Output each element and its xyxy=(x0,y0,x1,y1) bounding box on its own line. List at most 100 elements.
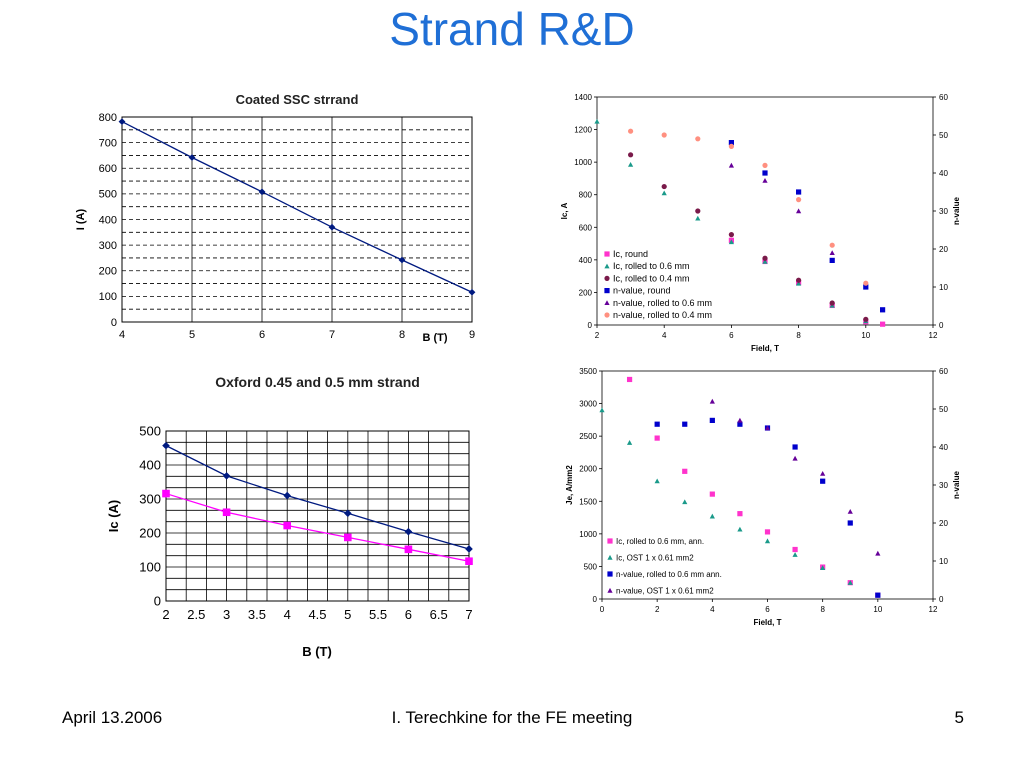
series-6-point xyxy=(796,197,802,203)
legend-entry: n-value, round xyxy=(613,286,671,296)
legend-entry: n-value, OST 1 x 0.61 mm2 xyxy=(616,587,714,596)
series-2-point xyxy=(682,499,688,505)
x-tick-label: 4 xyxy=(710,605,715,614)
series-5-point xyxy=(796,208,802,214)
series-4-point xyxy=(829,257,835,263)
y-axis-label: Je, A/mm2 xyxy=(565,465,574,505)
series-6-point xyxy=(762,162,768,168)
y-tick-label: 1400 xyxy=(574,93,592,102)
series-3-point xyxy=(863,316,869,322)
y-tick-label: 1000 xyxy=(574,158,592,167)
x-tick-label: 6 xyxy=(259,329,265,341)
y2-tick-label: 20 xyxy=(939,245,948,254)
y-tick-label: 3500 xyxy=(579,367,597,376)
y-tick-label: 200 xyxy=(99,266,117,278)
series-2-point xyxy=(626,440,633,445)
chart-ic-vs-field: 0 200 400 600 800 1000 1200 1400 0 10 20 30 40 50 60 2 4… xyxy=(560,93,961,353)
x-tick-label: 2 xyxy=(595,331,600,340)
series-2-point xyxy=(728,239,734,245)
series-1-point xyxy=(654,435,660,441)
series-2-point xyxy=(222,508,231,517)
y-axis-label: Ic (A) xyxy=(106,500,121,533)
y-tick-label: 0 xyxy=(593,595,598,604)
series-4-point xyxy=(796,189,802,195)
series-1-point xyxy=(398,256,406,264)
series-1-point xyxy=(764,529,771,535)
y-tick-label: 0 xyxy=(154,594,161,609)
series-6-point xyxy=(829,242,835,248)
y-tick-label: 200 xyxy=(139,526,161,541)
y-tick-label: 1000 xyxy=(579,530,597,539)
series-2-point xyxy=(709,513,715,519)
legend-entry: Ic, round xyxy=(613,249,648,259)
y2-axis-label: n-value xyxy=(952,470,961,499)
y2-tick-label: 40 xyxy=(939,169,948,178)
x-tick-label: 0 xyxy=(600,605,605,614)
series-3-point xyxy=(792,444,798,450)
y-tick-label: 100 xyxy=(139,560,161,575)
y2-tick-label: 50 xyxy=(939,405,948,414)
series-2-point xyxy=(764,538,771,544)
legend-marker xyxy=(604,263,610,269)
series-1-point xyxy=(737,511,743,517)
y-tick-label: 3000 xyxy=(579,400,597,409)
series-4-point xyxy=(863,284,869,290)
series-6-point xyxy=(628,128,634,134)
y-tick-label: 800 xyxy=(99,112,117,124)
legend-entry: Ic, rolled to 0.6 mm xyxy=(613,261,690,271)
y2-tick-label: 10 xyxy=(939,557,948,566)
series-1-point xyxy=(118,118,126,126)
series-1-point xyxy=(222,472,231,480)
series-3-point xyxy=(875,592,881,598)
x-axis-label: B (T) xyxy=(302,644,332,659)
series-5-point xyxy=(829,250,835,256)
series-3-point xyxy=(728,232,734,238)
series-2-point xyxy=(654,478,660,484)
x-tick-label: 2.5 xyxy=(187,607,205,622)
series-2-point xyxy=(695,215,701,221)
footer-date: April 13.2006 xyxy=(62,708,163,727)
series-1-point xyxy=(465,545,473,553)
chart-title: Coated SSC strrand xyxy=(236,92,359,107)
series-1-point xyxy=(468,288,476,296)
x-tick-label: 4.5 xyxy=(308,607,326,622)
series-3-point xyxy=(847,520,853,526)
series-6-point xyxy=(695,136,701,142)
y2-tick-label: 0 xyxy=(939,321,944,330)
y-tick-label: 0 xyxy=(588,321,593,330)
plot-area xyxy=(596,96,934,326)
series-4-point xyxy=(762,170,768,176)
chart-je-vs-field: 0500100015002000250030003500010203040506… xyxy=(565,367,961,627)
series-1-point xyxy=(626,376,633,383)
series-4-point xyxy=(875,550,881,556)
series-1-point xyxy=(682,468,688,474)
y2-tick-label: 50 xyxy=(939,131,948,140)
x-tick-label: 8 xyxy=(820,605,825,614)
series-1-line xyxy=(121,121,473,293)
x-tick-label: 6 xyxy=(729,331,734,340)
chart-title: Oxford 0.45 and 0.5 mm strand xyxy=(215,374,420,390)
series-3-point xyxy=(709,417,715,423)
x-tick-label: 2 xyxy=(162,607,169,622)
x-axis-label: Field, T xyxy=(751,344,779,353)
series-2-point xyxy=(599,407,605,413)
series-3-point xyxy=(628,152,634,158)
series-2-line xyxy=(165,492,470,562)
legend-entry: Ic, rolled to 0.6 mm, ann. xyxy=(616,537,704,546)
series-4-point xyxy=(880,307,886,313)
series-6-point xyxy=(661,132,667,138)
x-axis-label: B (T) xyxy=(422,332,447,344)
series-5-point xyxy=(728,162,734,168)
x-tick-label: 8 xyxy=(796,331,801,340)
y-tick-label: 800 xyxy=(579,191,593,200)
series-1-line xyxy=(165,445,470,550)
x-tick-label: 6 xyxy=(765,605,770,614)
series-4-point xyxy=(728,140,734,146)
series-4-point xyxy=(820,471,826,476)
series-2-point xyxy=(820,565,826,570)
series-5-point xyxy=(762,178,768,183)
series-3-point xyxy=(820,478,826,484)
series-3-point xyxy=(762,255,768,261)
series-2-point xyxy=(762,258,768,264)
x-tick-label: 2 xyxy=(655,605,660,614)
